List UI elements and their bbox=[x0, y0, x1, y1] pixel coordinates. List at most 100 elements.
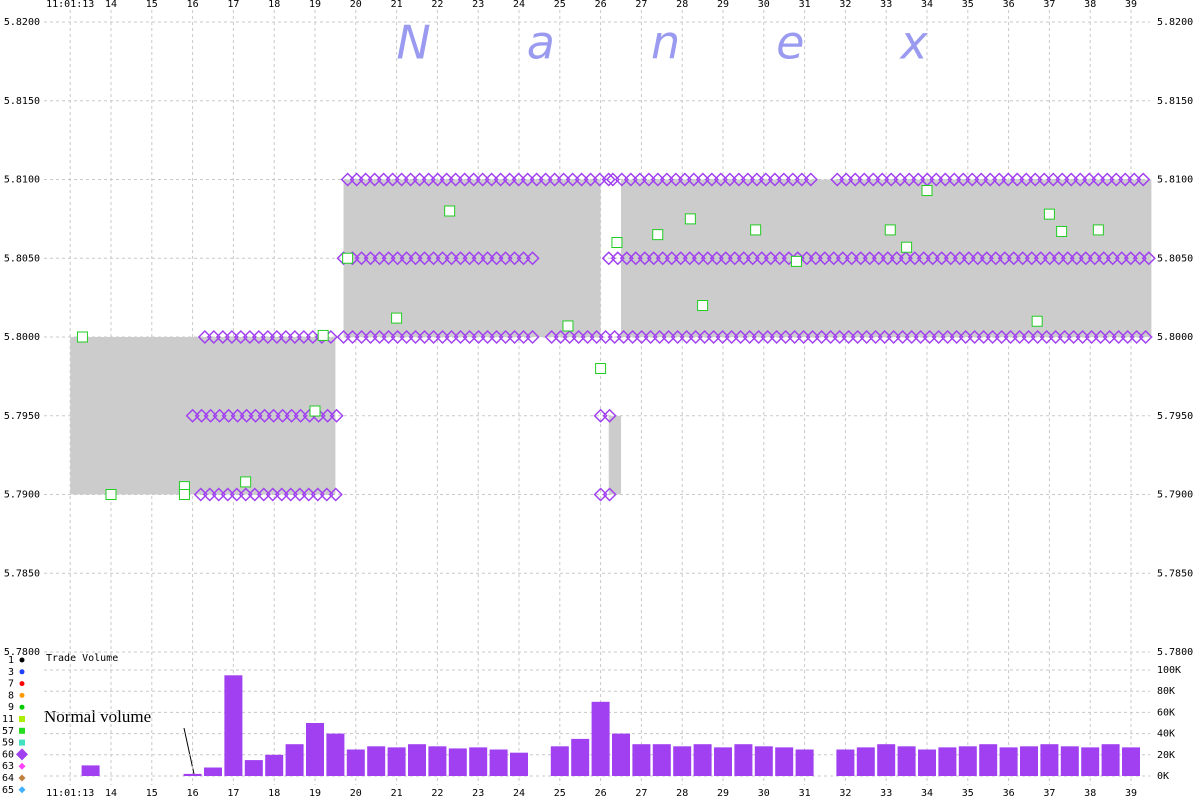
quote-marker bbox=[390, 251, 405, 266]
quote-marker bbox=[727, 251, 742, 266]
quote-marker bbox=[553, 329, 568, 345]
y2-tick-label: 40K bbox=[1157, 729, 1175, 740]
trade bbox=[178, 489, 190, 500]
quote-marker bbox=[1060, 251, 1075, 266]
trade bbox=[1056, 225, 1068, 237]
quote-marker bbox=[376, 172, 391, 187]
quote-run bbox=[193, 487, 343, 502]
legend-marker bbox=[19, 692, 25, 698]
quote-marker bbox=[832, 329, 847, 345]
quote-marker bbox=[1021, 329, 1036, 345]
x-tick-label: 11:01:13 bbox=[46, 788, 94, 799]
quote-marker bbox=[749, 172, 764, 187]
quote-marker bbox=[949, 329, 964, 345]
quote-marker bbox=[650, 172, 665, 187]
quote-marker bbox=[679, 329, 694, 345]
volume-bar bbox=[489, 749, 508, 776]
quote-marker bbox=[641, 172, 656, 187]
quote-marker bbox=[399, 251, 414, 266]
quote-marker bbox=[194, 408, 209, 423]
quote-marker bbox=[248, 408, 263, 423]
volume-bar bbox=[224, 675, 243, 776]
x-tick-label: 30 bbox=[758, 788, 770, 799]
quote-marker bbox=[1084, 329, 1099, 345]
quote-marker bbox=[1048, 329, 1063, 345]
quote-marker bbox=[733, 329, 748, 345]
quote-marker bbox=[1111, 329, 1126, 345]
quote-marker bbox=[709, 251, 724, 266]
quote-marker bbox=[745, 251, 760, 266]
x-tick-label: 19 bbox=[309, 788, 321, 799]
quote-marker bbox=[202, 487, 217, 502]
x-tick-label: 32 bbox=[839, 788, 851, 799]
quote-marker bbox=[758, 172, 773, 187]
x-tick-label: 31 bbox=[799, 0, 811, 10]
volume-bar bbox=[510, 752, 528, 776]
volume-bar bbox=[836, 749, 855, 776]
volume-bar bbox=[387, 747, 406, 776]
y-tick-label: 5.7900 bbox=[4, 490, 40, 501]
quote-marker bbox=[238, 487, 253, 502]
volume-bar bbox=[428, 746, 447, 776]
quote-marker bbox=[625, 329, 640, 345]
x-tick-label: 29 bbox=[717, 788, 729, 799]
quote-marker bbox=[938, 172, 953, 187]
quote-marker bbox=[767, 172, 782, 187]
volume-bar bbox=[877, 744, 896, 776]
legend-marker bbox=[16, 748, 28, 761]
quote-marker bbox=[462, 251, 477, 266]
quote-marker bbox=[994, 329, 1009, 345]
quote-marker bbox=[471, 251, 486, 266]
quote-marker bbox=[1012, 329, 1027, 345]
quote-marker bbox=[390, 329, 405, 345]
quote-marker bbox=[778, 329, 793, 345]
legend-label: 1 bbox=[8, 655, 14, 666]
quote-marker bbox=[185, 408, 200, 423]
quote-marker bbox=[808, 251, 823, 266]
quote-marker bbox=[1091, 172, 1106, 187]
y2-tick-label: 0K bbox=[1157, 771, 1169, 782]
x-tick-label: 32 bbox=[839, 0, 851, 10]
quote-marker bbox=[538, 172, 553, 187]
x-tick-label: 16 bbox=[187, 788, 199, 799]
quote-marker bbox=[260, 329, 275, 345]
trade bbox=[309, 405, 321, 417]
y-tick-label: 5.8150 bbox=[4, 96, 40, 107]
quote-marker bbox=[976, 329, 991, 345]
quote-marker bbox=[646, 251, 661, 266]
trade bbox=[391, 312, 403, 324]
quote-marker bbox=[875, 172, 890, 187]
quote-marker bbox=[704, 172, 719, 187]
quote-marker bbox=[686, 172, 701, 187]
trade bbox=[611, 237, 623, 248]
annotation: Normal volume bbox=[44, 707, 151, 726]
volume-bar bbox=[367, 746, 386, 776]
quote-marker bbox=[1132, 251, 1147, 266]
quote-marker bbox=[293, 408, 308, 423]
quote-marker bbox=[430, 172, 445, 187]
quote-marker bbox=[796, 329, 811, 345]
trade bbox=[1031, 315, 1043, 327]
quote-marker bbox=[895, 329, 910, 345]
x-tick-label: 14 bbox=[105, 0, 117, 10]
x-tick-label: 37 bbox=[1043, 0, 1055, 10]
quote-marker bbox=[247, 487, 262, 502]
quote-marker bbox=[394, 172, 409, 187]
quote-marker bbox=[203, 408, 218, 423]
quote-marker bbox=[655, 251, 670, 266]
y-tick-label: 5.7800 bbox=[1157, 647, 1193, 658]
quote-marker bbox=[929, 172, 944, 187]
volume-bar bbox=[285, 744, 304, 776]
quote-marker bbox=[931, 329, 946, 345]
quote-marker bbox=[1073, 172, 1088, 187]
x-tick-label: 33 bbox=[880, 788, 892, 799]
quote-marker bbox=[372, 329, 387, 345]
trade bbox=[240, 476, 252, 488]
legend-marker bbox=[19, 704, 25, 710]
volume-bar bbox=[754, 746, 773, 776]
quote-marker bbox=[880, 251, 895, 266]
y-tick-label: 5.7850 bbox=[4, 568, 40, 579]
quote-marker bbox=[381, 329, 396, 345]
volume-bar bbox=[632, 744, 651, 776]
quote-marker bbox=[817, 251, 832, 266]
